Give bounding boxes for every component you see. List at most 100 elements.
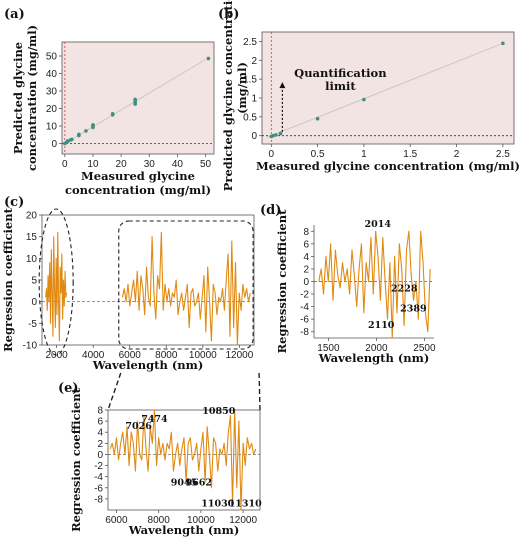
y-tick-label: -10 (23, 341, 38, 352)
y-tick-label: -5 (28, 319, 37, 330)
panel-label-c: (c) (4, 195, 24, 210)
y-tick-label: 20 (46, 104, 58, 115)
zoom-connector-right (258, 372, 261, 411)
x-axis-title: concentration (mg/ml) (65, 183, 211, 197)
x-tick-label: 12000 (229, 515, 257, 526)
peak-annotation: 9045 (171, 478, 197, 489)
coefficient-series-line (45, 231, 68, 342)
x-tick-label: 40 (172, 159, 184, 170)
panel-label-e: (e) (58, 381, 79, 396)
y-tick-label: 1.5 (243, 75, 257, 86)
data-point (65, 139, 70, 143)
data-point (362, 97, 366, 102)
y-tick-label: 15 (26, 232, 38, 243)
y-axis-title: Regression coefficient (1, 207, 15, 351)
peak-annotation: 10850 (202, 406, 235, 417)
data-point (274, 133, 278, 137)
y-tick-label: 50 (46, 52, 58, 63)
x-tick-label: 0 (62, 159, 68, 170)
y-tick-label: -4 (94, 472, 103, 483)
y-tick-label: 2 (97, 439, 103, 450)
y-tick-label: 4 (303, 252, 309, 263)
peak-annotation: 7474 (141, 414, 168, 425)
y-tick-label: -8 (94, 494, 103, 505)
y-axis-title: Regression coefficient (275, 209, 289, 353)
coefficient-series-line (318, 230, 431, 339)
plot-frame (107, 409, 261, 511)
peak-annotation: 2014 (365, 219, 392, 230)
y-tick-label: 0 (251, 131, 257, 142)
y-tick-label: 4 (97, 428, 103, 439)
plot-frame (41, 214, 255, 346)
zoom-connectors (38, 208, 261, 411)
chart-d: 1500 2000 2500 -8-6 -4-2 0 24 68 Wavelength (nm)… (275, 209, 436, 365)
peak-annotation: 11310 (229, 499, 262, 510)
panel-label-b: (b) (218, 7, 239, 22)
y-tick-label: 0 (97, 450, 103, 461)
y-tick-label: 1 (251, 93, 257, 104)
y-tick-label: -2 (300, 290, 309, 301)
x-axis-title: Measured glycine (81, 169, 195, 183)
x-tick-label: 2.5 (496, 149, 510, 160)
x-tick-label: 50 (200, 159, 212, 170)
data-point (501, 41, 505, 46)
y-axis-title: Regression coefficient (69, 387, 83, 531)
chart-c: 2000 4000 6000 8000 10000 12000 -10 -5 0 5 10 15 20 W… (1, 207, 255, 372)
y-tick-label: -4 (300, 302, 309, 313)
x-tick-label: 12000 (225, 350, 253, 361)
x-tick-label: 2500 (413, 343, 436, 354)
y-axis-title: Predicted glycine concentration (221, 0, 235, 191)
y-tick-label: 20 (26, 211, 38, 222)
coefficient-series-line (109, 409, 257, 511)
x-tick-label: 0 (268, 149, 274, 160)
annotation-arrow-head (279, 82, 286, 89)
y-tick-label: 6 (97, 417, 103, 428)
x-tick-label: 10 (87, 159, 99, 170)
x-tick-label: 2000 (45, 350, 68, 361)
y-tick-label: 30 (46, 87, 58, 98)
y-axis-title: concentration (mg/ml) (25, 25, 39, 171)
data-point (271, 133, 275, 138)
y-tick-label: 8 (97, 406, 103, 417)
data-point (70, 137, 74, 142)
panel-label-a: (a) (4, 7, 25, 22)
fit-line (266, 42, 504, 139)
y-tick-label: 2 (303, 264, 309, 275)
x-tick-label: 1 (361, 149, 367, 160)
plot-frame (61, 41, 215, 155)
y-tick-label: -2 (94, 461, 103, 472)
x-tick-label: 20 (116, 159, 128, 170)
data-point (110, 111, 115, 116)
x-tick-label: 10000 (187, 515, 215, 526)
y-tick-label: 2 (251, 56, 257, 67)
peak-annotation: 7026 (125, 421, 152, 432)
y-tick-label: 0 (51, 139, 57, 150)
highlight-region-box (118, 220, 254, 350)
y-axis-title: Predicted glycine (11, 42, 25, 154)
coefficient-series-line (121, 231, 251, 346)
plot-frame (261, 31, 515, 145)
y-tick-label: 0 (303, 277, 309, 288)
y-tick-label: -8 (300, 327, 309, 338)
data-point (133, 97, 137, 102)
data-point (206, 56, 211, 61)
y-tick-label: -6 (94, 483, 103, 494)
y-tick-label: -6 (300, 315, 309, 326)
data-point (84, 129, 88, 133)
y-tick-label: 6 (303, 239, 309, 250)
x-tick-label: 8000 (148, 515, 171, 526)
peak-annotation: 2389 (400, 304, 427, 315)
x-tick-label: 30 (144, 159, 156, 170)
x-tick-label: 1500 (317, 343, 340, 354)
y-tick-label: 2.5 (243, 37, 257, 48)
annotation-label: limit (325, 79, 356, 93)
x-axis-title: Wavelength (nm) (128, 523, 240, 537)
panel-label-d: (d) (260, 203, 281, 218)
x-tick-label: 2 (454, 149, 460, 160)
x-tick-label: 4000 (82, 350, 105, 361)
highlight-ellipse (38, 208, 74, 356)
